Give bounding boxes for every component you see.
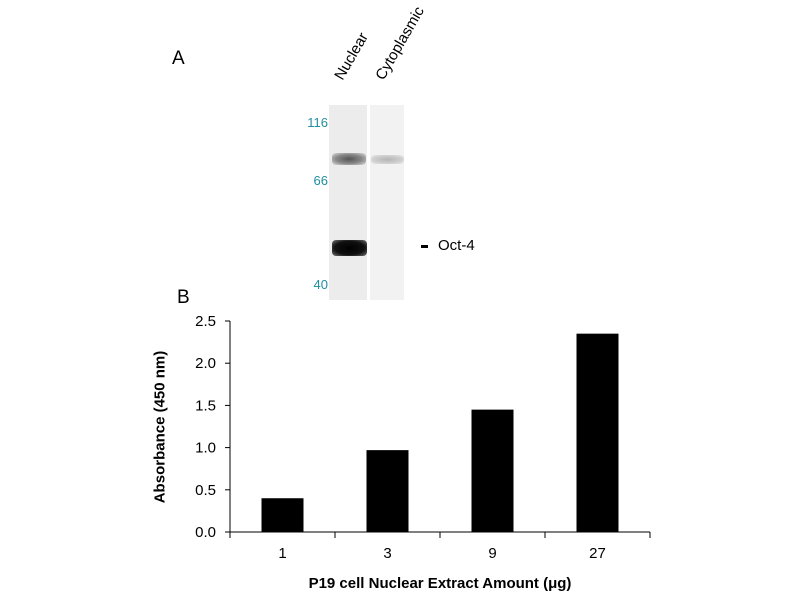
y-tick-label: 1.0 bbox=[195, 440, 216, 457]
y-tick-label: 0.5 bbox=[195, 482, 216, 499]
bar bbox=[261, 498, 304, 532]
y-tick-label: 2.5 bbox=[195, 313, 216, 330]
x-tick-label: 27 bbox=[589, 545, 606, 562]
lane-nuclear bbox=[329, 105, 367, 300]
mw-marker-116: 116 bbox=[307, 115, 328, 130]
band-marker-dash bbox=[421, 245, 428, 248]
x-tick-label: 3 bbox=[383, 545, 391, 562]
lane-cytoplasmic bbox=[370, 105, 404, 300]
y-tick-label: 1.5 bbox=[195, 397, 216, 414]
band-cytoplasmic-upper bbox=[371, 155, 404, 164]
band-nuclear-upper bbox=[332, 153, 366, 165]
y-tick-label: 0.0 bbox=[195, 524, 216, 541]
band-label-oct4: Oct-4 bbox=[438, 237, 475, 254]
bar bbox=[471, 409, 514, 532]
mw-marker-40: 40 bbox=[313, 277, 328, 292]
lane-divider bbox=[367, 105, 370, 300]
x-tick-label: 1 bbox=[278, 545, 286, 562]
y-tick-label: 2.0 bbox=[195, 355, 216, 372]
bar bbox=[576, 333, 619, 532]
panel-b-letter: B bbox=[177, 287, 190, 308]
x-tick-label: 9 bbox=[488, 545, 496, 562]
bar bbox=[366, 450, 409, 532]
band-nuclear-oct4 bbox=[332, 240, 367, 256]
x-axis-label: P19 cell Nuclear Extract Amount (μg) bbox=[308, 575, 572, 592]
y-axis-label: Absorbance (450 nm) bbox=[151, 350, 169, 504]
mw-marker-66: 66 bbox=[313, 173, 328, 188]
panel-a-letter: A bbox=[172, 48, 185, 69]
blot-image bbox=[329, 105, 404, 300]
